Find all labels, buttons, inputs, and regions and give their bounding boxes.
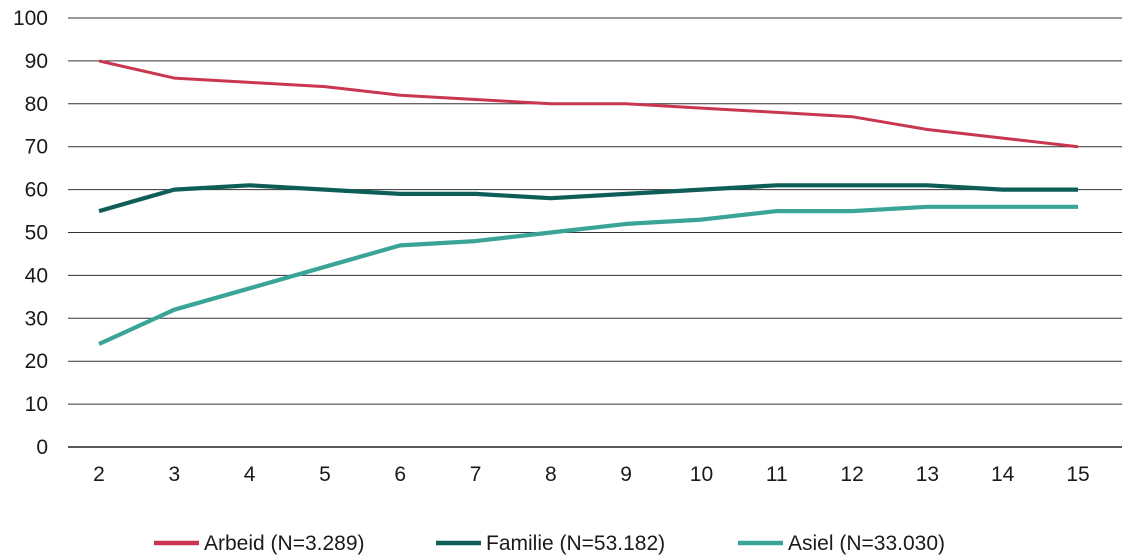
legend-item-asiel: Asiel (N=33.030) xyxy=(738,532,945,555)
y-axis-ticks: 0 10 20 30 40 50 60 70 80 90 100 xyxy=(13,7,48,459)
data-point-familie xyxy=(248,183,252,187)
data-point-arbeid xyxy=(1076,145,1080,149)
data-point-arbeid xyxy=(925,128,929,132)
data-point-familie xyxy=(323,188,327,192)
x-tick-label: 7 xyxy=(470,463,482,486)
data-point-asiel xyxy=(97,342,101,346)
legend-item-familie: Familie (N=53.182) xyxy=(436,532,665,555)
data-point-asiel xyxy=(172,308,176,312)
data-point-asiel xyxy=(398,243,402,247)
data-point-familie xyxy=(97,209,101,213)
data-point-asiel xyxy=(1001,205,1005,209)
x-tick-label: 6 xyxy=(394,463,406,486)
series-line-asiel xyxy=(98,204,1078,346)
data-point-familie xyxy=(1076,188,1080,192)
legend-item-arbeid: Arbeid (N=3.289) xyxy=(154,532,365,555)
data-point-arbeid xyxy=(474,98,478,102)
y-tick-label: 0 xyxy=(36,436,48,459)
y-tick-label: 20 xyxy=(25,350,48,373)
data-point-familie xyxy=(624,192,628,196)
x-tick-label: 11 xyxy=(766,463,788,486)
data-point-arbeid xyxy=(248,80,252,84)
y-tick-label: 100 xyxy=(13,7,48,30)
data-point-arbeid xyxy=(624,102,628,106)
data-point-arbeid xyxy=(775,110,779,114)
legend-label: Arbeid (N=3.289) xyxy=(204,532,365,555)
data-point-asiel xyxy=(323,265,327,269)
data-point-familie xyxy=(398,192,402,196)
data-point-asiel xyxy=(925,205,929,209)
x-tick-label: 10 xyxy=(690,463,713,486)
x-tick-label: 14 xyxy=(991,463,1015,486)
series-line-arbeid xyxy=(98,59,1079,149)
legend: Arbeid (N=3.289) Familie (N=53.182) Asiel … xyxy=(154,532,945,555)
data-point-asiel xyxy=(549,231,553,235)
y-tick-label: 60 xyxy=(25,179,48,202)
data-point-familie xyxy=(549,196,553,200)
series-lines xyxy=(97,59,1080,346)
y-tick-label: 40 xyxy=(25,264,48,287)
data-point-arbeid xyxy=(699,106,703,110)
y-tick-label: 80 xyxy=(25,93,48,116)
data-point-asiel xyxy=(624,222,628,226)
data-point-asiel xyxy=(474,239,478,243)
data-point-arbeid xyxy=(850,115,854,119)
x-tick-label: 5 xyxy=(319,463,331,486)
data-point-asiel xyxy=(248,286,252,290)
y-tick-label: 70 xyxy=(25,136,48,159)
legend-label: Asiel (N=33.030) xyxy=(788,532,945,555)
data-point-familie xyxy=(1001,188,1005,192)
x-tick-label: 12 xyxy=(840,463,863,486)
y-tick-label: 90 xyxy=(25,50,48,73)
x-axis-ticks: 2 3 4 5 6 7 8 9 10 11 12 13 14 15 xyxy=(93,463,1090,486)
x-tick-label: 15 xyxy=(1066,463,1089,486)
data-point-asiel xyxy=(850,209,854,213)
y-tick-label: 30 xyxy=(25,307,48,330)
data-point-arbeid xyxy=(398,93,402,97)
legend-label: Familie (N=53.182) xyxy=(486,532,665,555)
x-tick-label: 4 xyxy=(244,463,256,486)
x-tick-label: 3 xyxy=(168,463,180,486)
data-point-familie xyxy=(775,183,779,187)
x-tick-label: 2 xyxy=(93,463,105,486)
data-point-arbeid xyxy=(97,59,101,63)
data-point-asiel xyxy=(775,209,779,213)
data-point-familie xyxy=(474,192,478,196)
data-point-familie xyxy=(172,188,176,192)
x-tick-label: 9 xyxy=(620,463,632,486)
data-point-familie xyxy=(925,183,929,187)
x-tick-label: 8 xyxy=(545,463,557,486)
y-tick-label: 10 xyxy=(25,393,48,416)
y-tick-label: 50 xyxy=(25,222,48,245)
data-point-familie xyxy=(699,188,703,192)
x-tick-label: 13 xyxy=(916,463,939,486)
data-point-arbeid xyxy=(1001,136,1005,140)
data-point-asiel xyxy=(1076,205,1080,209)
data-point-arbeid xyxy=(549,102,553,106)
data-point-familie xyxy=(850,183,854,187)
data-point-arbeid xyxy=(323,85,327,89)
series-line-familie xyxy=(98,183,1078,214)
data-point-arbeid xyxy=(172,76,176,80)
data-point-asiel xyxy=(699,218,703,222)
